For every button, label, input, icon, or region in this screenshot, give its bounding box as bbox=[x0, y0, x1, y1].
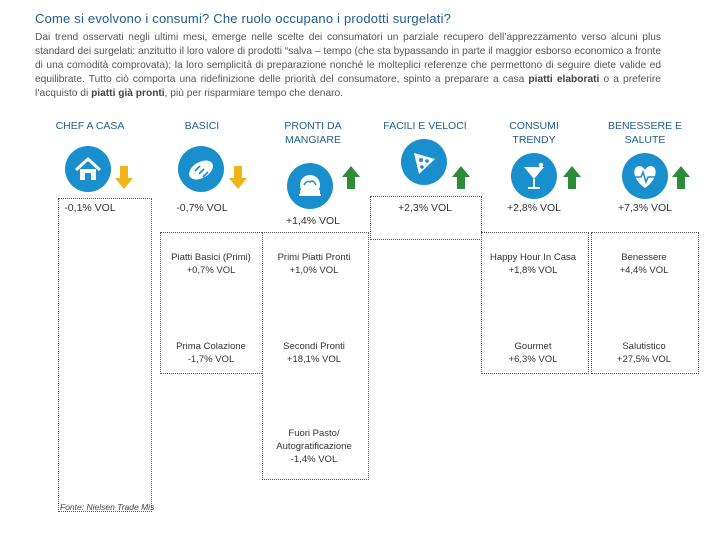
intro-text-3: , più per risparmiare tempo che denaro. bbox=[164, 88, 344, 99]
sub-happy-hour: Happy Hour In Casa +1,8% VOL bbox=[489, 252, 577, 276]
vol-facili-veloci: +2,3% VOL bbox=[398, 202, 452, 214]
sub-primi-piatti-pronti: Primi Piatti Pronti +1,0% VOL bbox=[277, 252, 351, 276]
column-header-basici: BASICI bbox=[184, 120, 220, 132]
column-header-benessere: BENESSERE E SALUTE bbox=[607, 120, 683, 146]
down-arrow-icon bbox=[229, 166, 247, 189]
sub-secondi-pronti: Secondi Pronti +18,1% VOL bbox=[283, 341, 345, 365]
chef-a-casa-box bbox=[58, 198, 152, 512]
trendy-box bbox=[481, 232, 589, 374]
cocktail-icon bbox=[511, 153, 557, 199]
column-header-trendy: CONSUMI TRENDY bbox=[509, 120, 559, 146]
down-arrow-icon bbox=[115, 166, 133, 189]
house-icon bbox=[65, 146, 111, 192]
intro-bold-1: piatti elaborati bbox=[528, 74, 600, 85]
pronti-box bbox=[262, 232, 369, 480]
vol-basici: -0,7% VOL bbox=[176, 202, 228, 214]
sub-salutistico: Salutistico +27,5% VOL bbox=[616, 341, 672, 365]
heart-icon bbox=[622, 153, 668, 199]
sub-gourmet: Gourmet +6,3% VOL bbox=[508, 341, 558, 365]
basici-box bbox=[160, 232, 266, 374]
column-header-pronti: PRONTI DA MANGIARE bbox=[284, 120, 342, 146]
column-header-facili-veloci: FACILI E VELOCI bbox=[383, 120, 467, 132]
sub-prima-colazione: Prima Colazione -1,7% VOL bbox=[176, 341, 246, 365]
bread-icon bbox=[178, 146, 224, 192]
source-note: Fonte: Nielsen Trade Mis bbox=[60, 502, 155, 512]
benessere-box bbox=[591, 232, 699, 374]
sub-benessere: Benessere +4,4% VOL bbox=[619, 252, 669, 276]
up-arrow-icon bbox=[672, 166, 690, 189]
cloche-icon bbox=[287, 163, 333, 209]
up-arrow-icon bbox=[452, 166, 470, 189]
intro-text-1: Dai trend osservati negli ultimi mesi, e… bbox=[35, 32, 661, 85]
facili-veloci-box bbox=[370, 196, 482, 240]
vol-pronti: +1,4% VOL bbox=[286, 215, 340, 227]
vol-chef-a-casa: -0,1% VOL bbox=[64, 202, 116, 214]
intro-bold-2: piatti già pronti bbox=[91, 88, 165, 99]
column-header-chef-a-casa: CHEF A CASA bbox=[55, 120, 125, 132]
intro-paragraph: Dai trend osservati negli ultimi mesi, e… bbox=[35, 31, 661, 101]
sub-piatti-basici: Piatti Basici (Primi) +0,7% VOL bbox=[171, 252, 251, 276]
vol-benessere: +7,3% VOL bbox=[618, 202, 672, 214]
up-arrow-icon bbox=[563, 166, 581, 189]
up-arrow-icon bbox=[342, 166, 360, 189]
page-title: Come si evolvono i consumi? Che ruolo oc… bbox=[35, 11, 452, 26]
pizza-icon bbox=[401, 139, 447, 185]
sub-fuori-pasto: Fuori Pasto/ Autogratificazione -1,4% VO… bbox=[276, 428, 352, 465]
vol-trendy: +2,8% VOL bbox=[507, 202, 561, 214]
intro-text-2: o a preferire l’acquisto di bbox=[35, 74, 661, 99]
